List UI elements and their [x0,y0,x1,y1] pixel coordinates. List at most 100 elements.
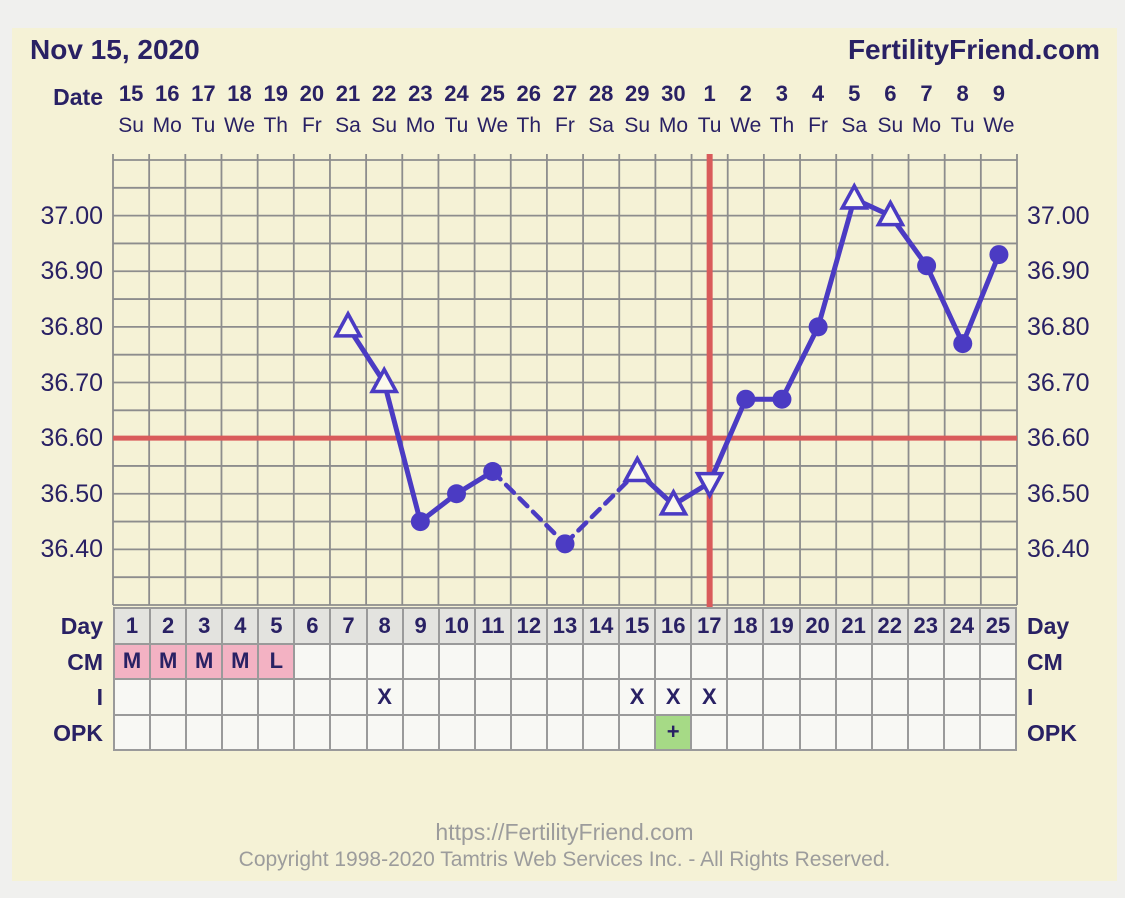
cell-day-day-10: 10 [439,609,474,643]
cell-i-day-22 [872,680,907,714]
temp-marker-day-7 [333,310,364,338]
date-number: 18 [227,81,252,106]
row-label-day-right: Day [1027,613,1070,639]
date-number: 2 [739,81,752,106]
cell-i-day-5 [259,680,294,714]
cell-i-day-11 [475,680,510,714]
chart-date-title: Nov 15, 2020 [30,34,200,65]
date-number: 29 [625,81,650,106]
cell-cm-day-25 [980,644,1015,678]
cell-cm-day-5: L [259,644,294,678]
row-label-opk-left: OPK [53,719,103,746]
footer-url[interactable]: https://FertilityFriend.com [435,819,694,845]
cell-opk-day-11 [475,715,510,749]
weekday: Fr [808,114,828,137]
cell-day-day-7: 7 [331,609,366,643]
y-tick-label-left: 36.80 [40,312,103,341]
date-numbers-row: 15 16 17 18 19 20 21 22 23 24 25 26 27 28 29 30 1 2 3 4 5 6 7 8… [113,80,1017,108]
cell-i-day-3 [187,680,222,714]
cell-i-day-7 [331,680,366,714]
date-number: 20 [299,81,325,106]
date-number: 28 [588,81,614,106]
date-number: 16 [154,81,180,106]
footer-copyright: Copyright 1998-2020 Tamtris Web Services… [238,848,891,871]
weekday: Tu [191,114,216,137]
temp-markers [333,182,1009,554]
cell-day-day-14: 14 [584,609,619,643]
weekday: Fr [301,114,322,137]
temp-marker-day-16 [658,488,689,516]
brand-logo-text[interactable]: FertilityFriend.com [847,34,1100,65]
row-label-opk-right: OPK [1027,719,1077,746]
weekday: Th [516,114,542,137]
cell-cm-day-18 [728,644,763,678]
cell-i-day-8: X [367,680,402,714]
cell-day-day-8: 8 [367,609,402,643]
cell-opk-day-17 [692,715,727,749]
cell-cm-day-1: M [115,644,150,678]
temp-marker-day-19 [772,389,792,409]
cell-i-day-14 [584,680,619,714]
weekday: Mo [658,114,689,137]
cell-day-day-18: 18 [728,609,763,643]
cell-opk-day-22 [872,715,907,749]
cell-opk-day-6 [295,715,330,749]
cell-opk-day-18 [728,715,763,749]
weekday: Su [624,114,651,137]
cell-cm-day-9 [403,644,438,678]
cell-cm-day-15 [620,644,655,678]
temp-marker-day-21 [839,182,870,210]
cell-day-day-11: 11 [475,609,510,643]
date-number: 17 [191,81,216,106]
weekday: Sa [588,114,614,137]
cell-day-day-3: 3 [187,609,222,643]
cell-day-day-6: 6 [295,609,330,643]
weekday: Th [263,114,288,137]
cell-opk-day-13 [547,715,583,749]
temp-marker-day-10 [447,484,467,504]
y-tick-label-right: 36.60 [1027,424,1090,453]
date-number: 4 [811,81,825,106]
weekday: Tu [697,114,722,137]
weekday: Tu [444,114,469,137]
cell-day-day-2: 2 [151,609,186,643]
cell-opk-day-23 [908,715,943,749]
cell-opk-day-25 [980,715,1015,749]
cell-i-day-19 [764,680,799,714]
cell-cm-day-21 [836,644,871,678]
weekday: Sa [841,114,868,137]
cell-day-day-23: 23 [908,609,943,643]
cell-opk-day-24 [944,715,979,749]
cell-day-day-20: 20 [800,609,835,643]
temp-marker-day-23 [917,256,937,276]
cell-i-day-9 [403,680,438,714]
date-number: 19 [263,81,288,106]
cell-day-day-1: 1 [115,609,150,643]
cell-cm-day-16 [656,644,691,678]
cell-i-day-6 [295,680,330,714]
weekday: Mo [405,114,435,137]
cell-opk-day-21 [836,715,871,749]
cell-day-day-17: 17 [692,609,727,643]
y-tick-label-right: 36.50 [1027,479,1090,508]
weekday: Su [877,114,904,137]
date-number: 3 [775,81,789,106]
cell-opk-day-16: + [656,715,691,749]
cell-opk-day-2 [151,715,186,749]
daily-data-table: 1 2 3 4 5 6 7 8 9 10 11 12 13 14 15 16 17 18 19 20 21 22 23 24 2… [113,607,1017,751]
weekday: Th [769,114,795,137]
y-tick-label-left: 36.90 [40,257,103,286]
cell-opk-day-9 [403,715,438,749]
y-tick-label-right: 36.40 [1027,535,1090,564]
cell-i-day-12 [511,680,546,714]
date-number: 27 [552,81,578,106]
cell-opk-day-12 [511,715,546,749]
cell-cm-day-6 [295,644,330,678]
row-label-cm-right: CM [1027,648,1063,675]
weekday: Tu [950,114,975,137]
temp-marker-day-11 [483,462,503,481]
temp-marker-day-15 [622,454,653,483]
temp-marker-day-17 [694,471,725,500]
y-tick-label-left: 36.40 [40,535,103,564]
temp-marker-day-8 [369,365,400,394]
